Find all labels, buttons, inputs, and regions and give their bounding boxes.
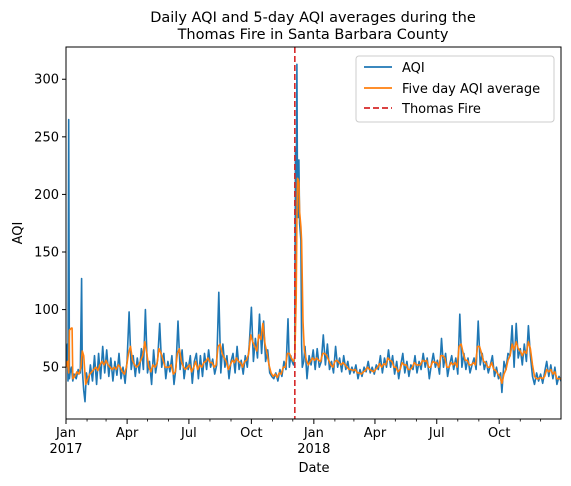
y-tick-label: 300 bbox=[34, 73, 59, 88]
y-tick-label: 100 bbox=[34, 303, 59, 318]
x-tick-label: Jan bbox=[55, 426, 76, 441]
legend-label-thomas-fire: Thomas Fire bbox=[401, 102, 481, 117]
y-axis-title: AQI bbox=[11, 222, 26, 245]
x-tick-year-label: 2018 bbox=[297, 442, 330, 457]
x-tick-year-label: 2017 bbox=[49, 442, 82, 457]
x-tick-label: Oct bbox=[488, 426, 510, 441]
x-tick-label: Oct bbox=[240, 426, 262, 441]
y-tick-label: 250 bbox=[34, 130, 59, 145]
legend-label-aqi: AQI bbox=[402, 61, 425, 76]
chart-title-line-2: Thomas Fire in Santa Barbara County bbox=[177, 27, 449, 43]
chart-title-line-1: Daily AQI and 5-day AQI averages during … bbox=[150, 10, 476, 26]
legend-label-five-day-average: Five day AQI average bbox=[402, 82, 540, 97]
x-tick-label: Jan bbox=[303, 426, 324, 441]
x-tick-label: Apr bbox=[116, 426, 139, 441]
x-tick-label: Jul bbox=[180, 426, 197, 441]
x-axis-title: Date bbox=[298, 461, 329, 476]
y-tick-label: 150 bbox=[34, 246, 59, 261]
x-tick-label: Jul bbox=[428, 426, 445, 441]
legend: AQI Five day AQI average Thomas Fire bbox=[356, 56, 554, 122]
x-tick-label: Apr bbox=[364, 426, 387, 441]
y-tick-label: 50 bbox=[42, 361, 59, 376]
y-tick-label: 200 bbox=[34, 188, 59, 203]
